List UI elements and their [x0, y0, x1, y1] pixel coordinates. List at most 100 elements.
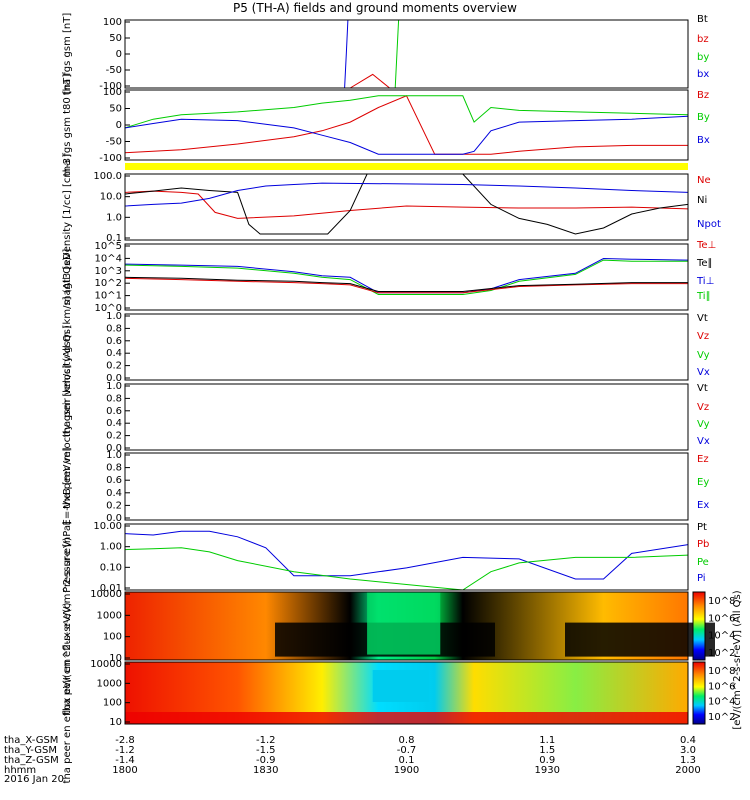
legend-By: By: [697, 112, 710, 123]
legend-Ti∥: Ti∥: [696, 291, 711, 302]
legend-Pt: Pt: [697, 522, 707, 533]
footer-value: 1800: [112, 765, 137, 776]
series-Pe: [124, 547, 689, 591]
heatmap-dark-band: [565, 622, 715, 657]
panel-frame: [124, 243, 689, 311]
legend-Pb: Pb: [697, 539, 709, 550]
heatmap-band: [372, 670, 430, 702]
series-Ne: [124, 190, 689, 219]
footer-value: 1900: [394, 765, 419, 776]
panel-frame: [124, 383, 689, 451]
legend-Npot: Npot: [697, 219, 721, 230]
legend-Pi: Pi: [697, 573, 706, 584]
series-Bx: [124, 115, 689, 155]
panel-frame: [124, 661, 689, 725]
series-Ni: [124, 173, 689, 235]
footer-value: -1.5: [256, 745, 276, 756]
legend-Pe: Pe: [697, 557, 709, 568]
y-tick-label: 10^3: [95, 266, 122, 277]
quality-flag-bar: [125, 163, 688, 170]
series-Bz: [124, 95, 688, 155]
legend-Ti⊥: Ti⊥: [696, 276, 714, 287]
panel-frame: [124, 523, 689, 591]
y-tick-label: 0.2: [106, 361, 122, 372]
y-axis-label: tha fgs gsm [nT]: [62, 13, 73, 96]
y-tick-label: 1.0: [106, 450, 122, 461]
y-tick-label: 0: [116, 49, 122, 60]
footer-value: 1.3: [680, 755, 696, 766]
legend-Vx: Vx: [697, 436, 710, 447]
y-tick-label: 0.8: [106, 463, 122, 474]
y-tick-label: 10000: [90, 589, 122, 600]
y-tick-label: 0.4: [106, 418, 122, 429]
colorbar-tick-label: 10^2: [708, 648, 735, 659]
footer-value: 0.8: [399, 735, 415, 746]
legend-Vy: Vy: [697, 419, 710, 430]
legend-Ez: Ez: [697, 454, 709, 465]
y-tick-label: -50: [106, 65, 122, 76]
footer-value: 1830: [253, 765, 278, 776]
series-by: [394, 19, 400, 89]
panel-frame: [124, 313, 689, 381]
y-tick-label: 10.00: [93, 521, 122, 532]
legend-Bx: Bx: [697, 135, 710, 146]
series-Npot: [124, 182, 689, 207]
y-tick-label: 0.4: [106, 348, 122, 359]
legend-Bt: Bt: [697, 14, 708, 25]
y-axis-label: tha peir en eflux eV/(cm^2-s-sr-eV): [62, 537, 73, 715]
panel-pressure: 10.00 1.00 0.10 0.01 Pressure [nPa] Pt Pb Pe Pi: [62, 521, 709, 594]
legend-by: by: [697, 52, 709, 63]
y-axis-label: magt3 [eV]: [62, 249, 73, 306]
y-tick-label: 10000: [90, 659, 122, 670]
y-tick-label: 10: [109, 653, 122, 664]
legend-bx: bx: [697, 69, 709, 80]
footer-value: 1.1: [539, 735, 555, 746]
y-tick-label: 100: [103, 87, 122, 98]
footer-value: -2.8: [115, 735, 135, 746]
legend-Te⊥: Te⊥: [696, 240, 716, 251]
y-tick-label: 0.0: [106, 443, 122, 454]
series-Pi: [124, 530, 689, 580]
panel-fgs: 100 50 0 -50 -100 tha fgs gsm [nT] Bt bz by bx: [62, 13, 709, 96]
series-Te⊥: [124, 277, 688, 294]
colorbar-tick-label: 10^6: [708, 613, 735, 624]
y-tick-label: 1000: [97, 610, 122, 621]
panel-density: 100.0 10.0 1.0 0.1 Density [1/cc] [cm-3] Ne Ni…: [62, 154, 721, 260]
y-tick-label: 10^4: [95, 253, 122, 264]
footer-value: -1.2: [115, 745, 135, 756]
series-Ti⊥: [124, 257, 689, 294]
footer-value: 2000: [675, 765, 700, 776]
colorbar-gradient: [692, 661, 706, 725]
series-Te∥: [124, 276, 688, 292]
y-tick-label: -50: [106, 137, 122, 148]
y-tick-label: 0: [116, 120, 122, 131]
legend-Ex: Ex: [697, 500, 709, 511]
colorbar-tick-label: 10^8: [708, 596, 735, 607]
y-axis-label: Density [1/cc] [cm-3]: [62, 154, 73, 260]
footer-value: 1.5: [539, 745, 555, 756]
colorbar: 10^8 10^6 10^4 10^2: [692, 661, 735, 725]
y-tick-label: 0.2: [106, 500, 122, 511]
y-tick-label: 50: [109, 33, 122, 44]
panel-frame: [124, 452, 689, 521]
footer-row-label: 2016 Jan 20: [4, 774, 64, 785]
panel-fgs_t80: 100 50 0 -50 -100 tha fgs gsm t80 [nT] Bz By Bx: [62, 74, 710, 176]
y-tick-label: 1.00: [100, 542, 122, 553]
panel-peer_en_eflux: 10000 1000 100 10 tha peer en eflux eV/(cm^2…: [62, 602, 689, 783]
y-tick-label: 0.4: [106, 488, 122, 499]
heatmap-band: [367, 592, 441, 655]
y-tick-label: 10^1: [95, 291, 122, 302]
y-tick-label: 100: [103, 698, 122, 709]
colorbar-label: [eV/(cm^2-s-sr-eV)] (All Qs): [732, 590, 743, 729]
panel-frame: [124, 19, 689, 89]
y-tick-label: 1.0: [106, 311, 122, 322]
footer-value: -0.9: [256, 755, 276, 766]
y-tick-label: 0.0: [106, 373, 122, 384]
legend-Vz: Vz: [697, 331, 709, 342]
y-tick-label: 0.6: [106, 336, 122, 347]
y-tick-label: 1.0: [106, 212, 122, 223]
y-tick-label: 50: [109, 104, 122, 115]
